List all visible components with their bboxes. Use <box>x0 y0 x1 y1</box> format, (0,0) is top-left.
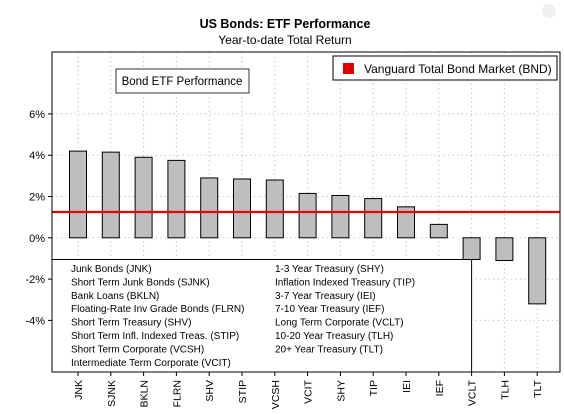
bar <box>101 151 120 239</box>
x-tick-label: IEF <box>434 380 446 396</box>
inset-label-box: Bond ETF Performance <box>115 68 250 94</box>
bar <box>265 179 284 239</box>
y-tick-label: -4% <box>25 315 45 327</box>
x-tick-label: TLT <box>532 379 544 397</box>
key-right-entry: Long Term Corporate (VCLT) <box>275 318 404 329</box>
bar <box>134 156 153 239</box>
y-tick-label: 2% <box>29 192 45 204</box>
key-right-entry: 1-3 Year Treasury (SHY) <box>275 264 384 275</box>
bar <box>233 178 251 239</box>
key-right-entry: 3-7 Year Treasury (IEI) <box>275 291 376 302</box>
bar <box>364 198 383 239</box>
bar <box>167 159 186 239</box>
x-tick-label: SJNK <box>106 380 118 407</box>
bar <box>200 177 219 239</box>
x-tick-label: STIP <box>237 380 249 403</box>
legend-label: Vanguard Total Bond Market (BND) <box>364 62 552 76</box>
bar <box>429 223 448 239</box>
key-right-entry: 7-10 Year Treasury (IEF) <box>275 304 385 315</box>
x-tick-label: TIP <box>368 380 380 396</box>
key-left-entry: Short Term Treasury (SHV) <box>71 318 191 329</box>
key-background <box>52 259 472 372</box>
x-tick-label: SHY <box>335 380 347 402</box>
plot-frame <box>51 51 561 373</box>
bar <box>462 237 481 260</box>
x-tick-label: TLH <box>499 380 511 400</box>
inset-label-frame <box>115 68 250 94</box>
inset-label: Bond ETF Performance <box>122 76 243 88</box>
key-right-entry: Inflation Indexed Treasury (TIP) <box>275 277 415 288</box>
bar <box>69 150 87 239</box>
key-right-entry: 20+ Year Treasury (TLT) <box>275 344 383 355</box>
key-left-entry: Bank Loans (BKLN) <box>71 291 159 302</box>
bar <box>528 237 547 305</box>
bars <box>69 150 547 305</box>
key-left-entry: Short Term Junk Bonds (SJNK) <box>71 277 210 288</box>
key-left-entry: Junk Bonds (JNK) <box>71 264 152 275</box>
bar <box>298 192 317 239</box>
x-tick-label: BKLN <box>139 380 151 407</box>
legend-swatch <box>343 63 354 74</box>
y-tick-label: 4% <box>29 150 45 162</box>
x-tick-label: SHV <box>204 380 216 402</box>
key-left-entry: Floating-Rate Inv Grade Bonds (FLRN) <box>71 304 244 315</box>
x-tick-label: VCSH <box>270 380 282 409</box>
chart-subtitle: Year-to-date Total Return <box>218 33 351 47</box>
x-tick-label: FLRN <box>171 380 183 407</box>
x-tick-label: VCIT <box>303 379 315 404</box>
key-left-entry: Short Term Infl. Indexed Treas. (STIP) <box>71 331 239 342</box>
x-tick-label: JNK <box>73 380 85 400</box>
chart-title: US Bonds: ETF Performance <box>200 17 371 31</box>
legend: Vanguard Total Bond Market (BND) <box>332 55 558 81</box>
corner-circle-icon <box>542 4 556 18</box>
axes: -4% -2% 0% 2% 4% 6% JNK SJNK BKLN FLRN SHV STIP VCSH… <box>25 51 561 409</box>
key-box: Junk Bonds (JNK) Short Term Junk Bonds (S… <box>52 258 473 372</box>
y-tick-label: 6% <box>29 109 45 121</box>
legend-box <box>332 55 558 81</box>
y-tick-label: 0% <box>29 233 45 245</box>
bar <box>331 194 350 239</box>
key-left-entry: Intermediate Term Corporate (VCIT) <box>71 358 231 369</box>
x-tick-label: VCLT <box>467 379 479 406</box>
x-tick-label: IEI <box>401 380 413 393</box>
key-right-entry: 10-20 Year Treasury (TLH) <box>275 331 393 342</box>
bar <box>397 206 415 239</box>
key-left-entry: Short Term Corporate (VCSH) <box>71 344 204 355</box>
bar <box>495 237 514 262</box>
y-tick-label: -2% <box>25 274 45 286</box>
